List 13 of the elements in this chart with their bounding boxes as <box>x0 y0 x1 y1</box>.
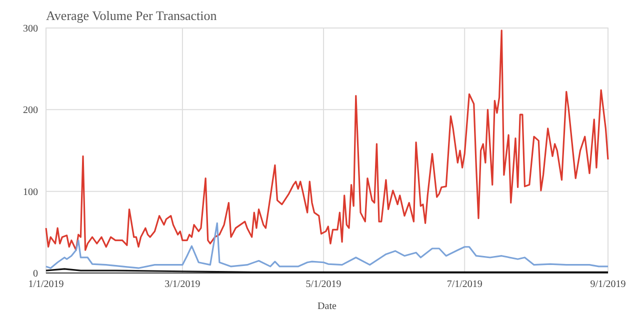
x-tick-label: 7/1/2019 <box>446 279 482 290</box>
x-tick-label: 3/1/2019 <box>164 279 200 290</box>
x-axis-title: Date <box>318 301 337 312</box>
chart-title: Average Volume Per Transaction <box>46 8 218 23</box>
x-tick-label: 1/1/2019 <box>28 279 64 290</box>
y-tick-label: 200 <box>23 105 38 116</box>
y-tick-label: 100 <box>23 186 38 198</box>
y-tick-label: 300 <box>23 24 38 34</box>
line-series <box>45 30 609 251</box>
y-tick-label: 0 <box>33 268 38 280</box>
x-tick-label: 5/1/2019 <box>306 279 342 290</box>
line-series <box>45 222 609 269</box>
x-tick-label: 9/1/2019 <box>590 279 626 290</box>
